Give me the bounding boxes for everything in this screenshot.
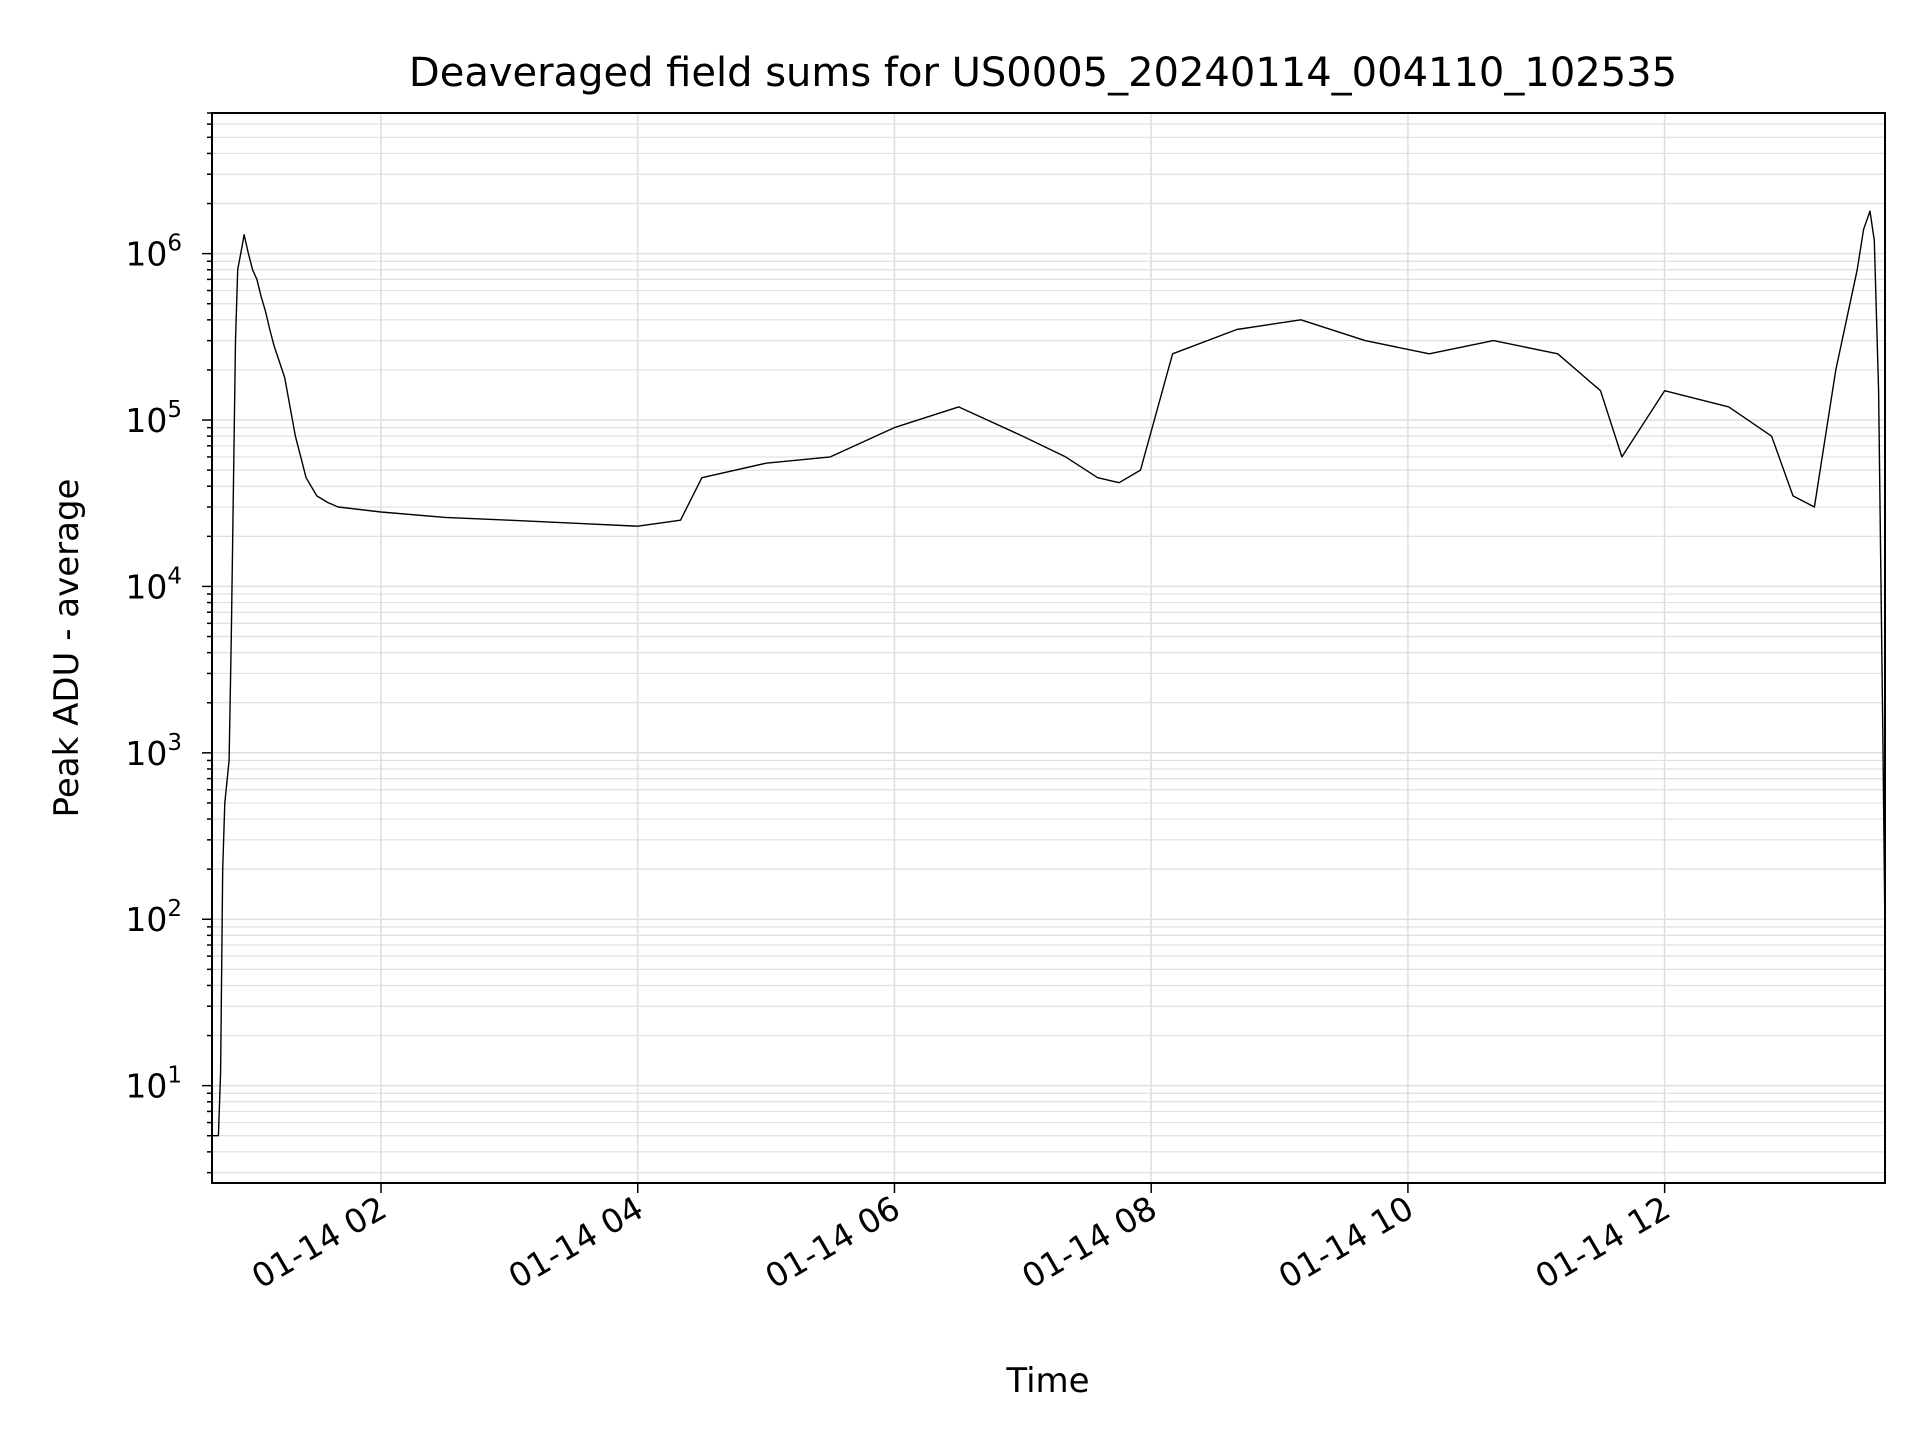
- grid: [212, 112, 1885, 1183]
- chart-title: Deaveraged field sums for US0005_2024011…: [409, 50, 1677, 96]
- plot-frame: [211, 112, 1886, 1184]
- y-tick-label: 101: [125, 1063, 182, 1106]
- y-tick-label: 104: [125, 563, 182, 606]
- y-tick-label: 103: [125, 730, 182, 773]
- series-line: [212, 210, 1885, 1137]
- y-tick-labels: 101 102 103 104 105 106: [125, 231, 182, 1106]
- x-axis-label: Time: [1005, 1361, 1089, 1401]
- y-tick-label: 105: [125, 397, 182, 440]
- y-tick-label: 102: [125, 896, 182, 939]
- y-tick-label: 106: [125, 231, 182, 274]
- y-axis-label: Peak ADU - average: [47, 479, 87, 818]
